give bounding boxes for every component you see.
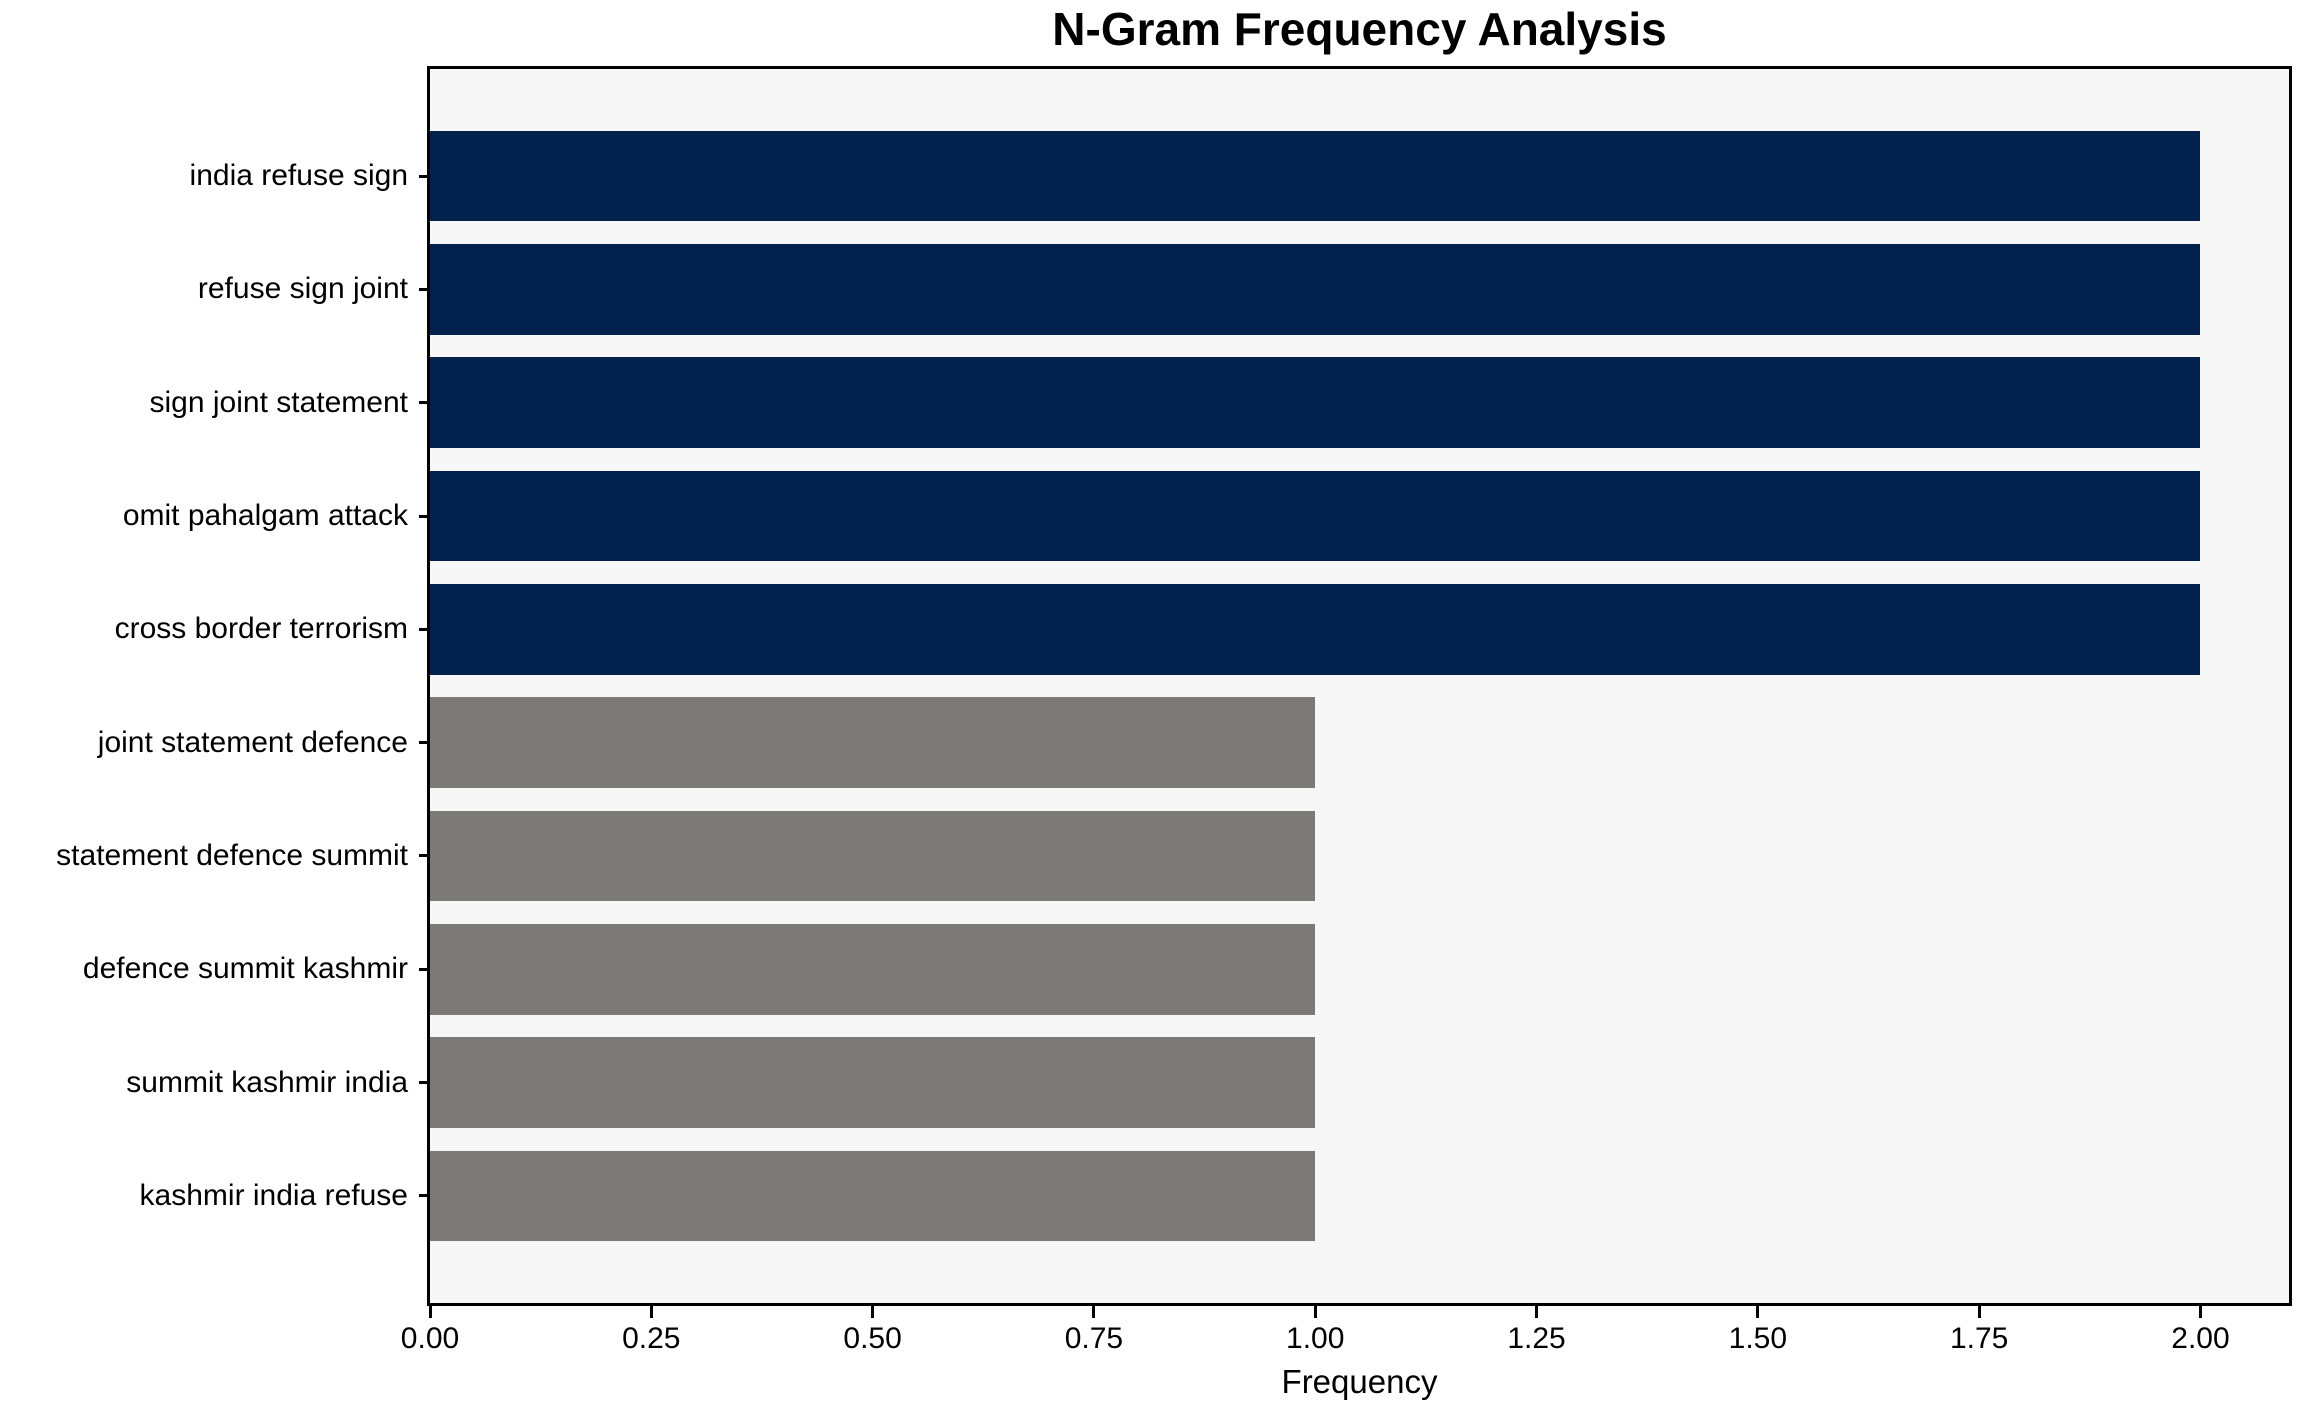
y-tick-mark (419, 627, 430, 631)
x-tick-label: 0.75 (1064, 1322, 1124, 1355)
x-tick-mark (1535, 1306, 1539, 1318)
bar-india-refuse-sign (430, 130, 2201, 222)
x-tick-mark (871, 1306, 875, 1318)
y-tick-label: refuse sign joint (197, 272, 408, 306)
x-tick-mark (428, 1306, 432, 1318)
chart-title: N-Gram Frequency Analysis (1052, 3, 1667, 55)
y-tick-label: omit pahalgam attack (122, 499, 408, 533)
bar-joint-statement-defence (430, 697, 1316, 788)
y-tick-label: summit kashmir india (126, 1065, 408, 1099)
y-tick-mark (419, 1081, 430, 1085)
y-tick-mark (419, 967, 430, 971)
x-tick-mark (1756, 1306, 1760, 1318)
x-tick-label: 1.00 (1286, 1322, 1345, 1355)
bar-sign-joint-statement (430, 357, 2201, 449)
x-tick-label: 0.25 (622, 1322, 681, 1355)
x-tick-mark (649, 1306, 653, 1318)
x-tick-mark (2198, 1306, 2202, 1318)
y-tick-label: joint statement defence (97, 725, 408, 759)
plot-area (427, 66, 2292, 1306)
y-tick-label: kashmir india refuse (139, 1178, 408, 1212)
y-tick-label: cross border terrorism (114, 612, 408, 646)
y-tick-mark (419, 741, 430, 745)
y-tick-label: statement defence summit (56, 838, 408, 872)
x-tick-mark (1092, 1306, 1096, 1318)
bar-statement-defence-summit (430, 810, 1316, 902)
y-tick-mark (419, 174, 430, 178)
x-tick-label: 0.00 (400, 1322, 460, 1355)
y-tick-label: defence summit kashmir (82, 952, 408, 986)
y-tick-mark (419, 287, 430, 291)
x-tick-label: 1.75 (1949, 1322, 2009, 1355)
y-tick-mark (419, 1194, 430, 1198)
y-tick-mark (419, 854, 430, 858)
x-tick-mark (1313, 1306, 1317, 1318)
x-tick-label: 0.50 (843, 1322, 902, 1355)
y-tick-label: india refuse sign (189, 159, 408, 193)
x-tick-mark (1977, 1306, 1981, 1318)
bar-summit-kashmir-india (430, 1037, 1316, 1128)
x-tick-label: 1.25 (1507, 1322, 1566, 1355)
y-tick-label: sign joint statement (149, 385, 408, 419)
bar-cross-border-terrorism (430, 584, 2201, 675)
x-tick-label: 1.50 (1728, 1322, 1788, 1355)
bar-kashmir-india-refuse (430, 1150, 1316, 1242)
bar-refuse-sign-joint (430, 244, 2201, 335)
y-tick-mark (419, 514, 430, 518)
bar-omit-pahalgam-attack (430, 470, 2201, 562)
x-axis-label: Frequency (1281, 1363, 1438, 1400)
bar-defence-summit-kashmir (430, 923, 1316, 1015)
y-tick-mark (419, 401, 430, 405)
x-tick-label: 2.00 (2171, 1322, 2230, 1355)
